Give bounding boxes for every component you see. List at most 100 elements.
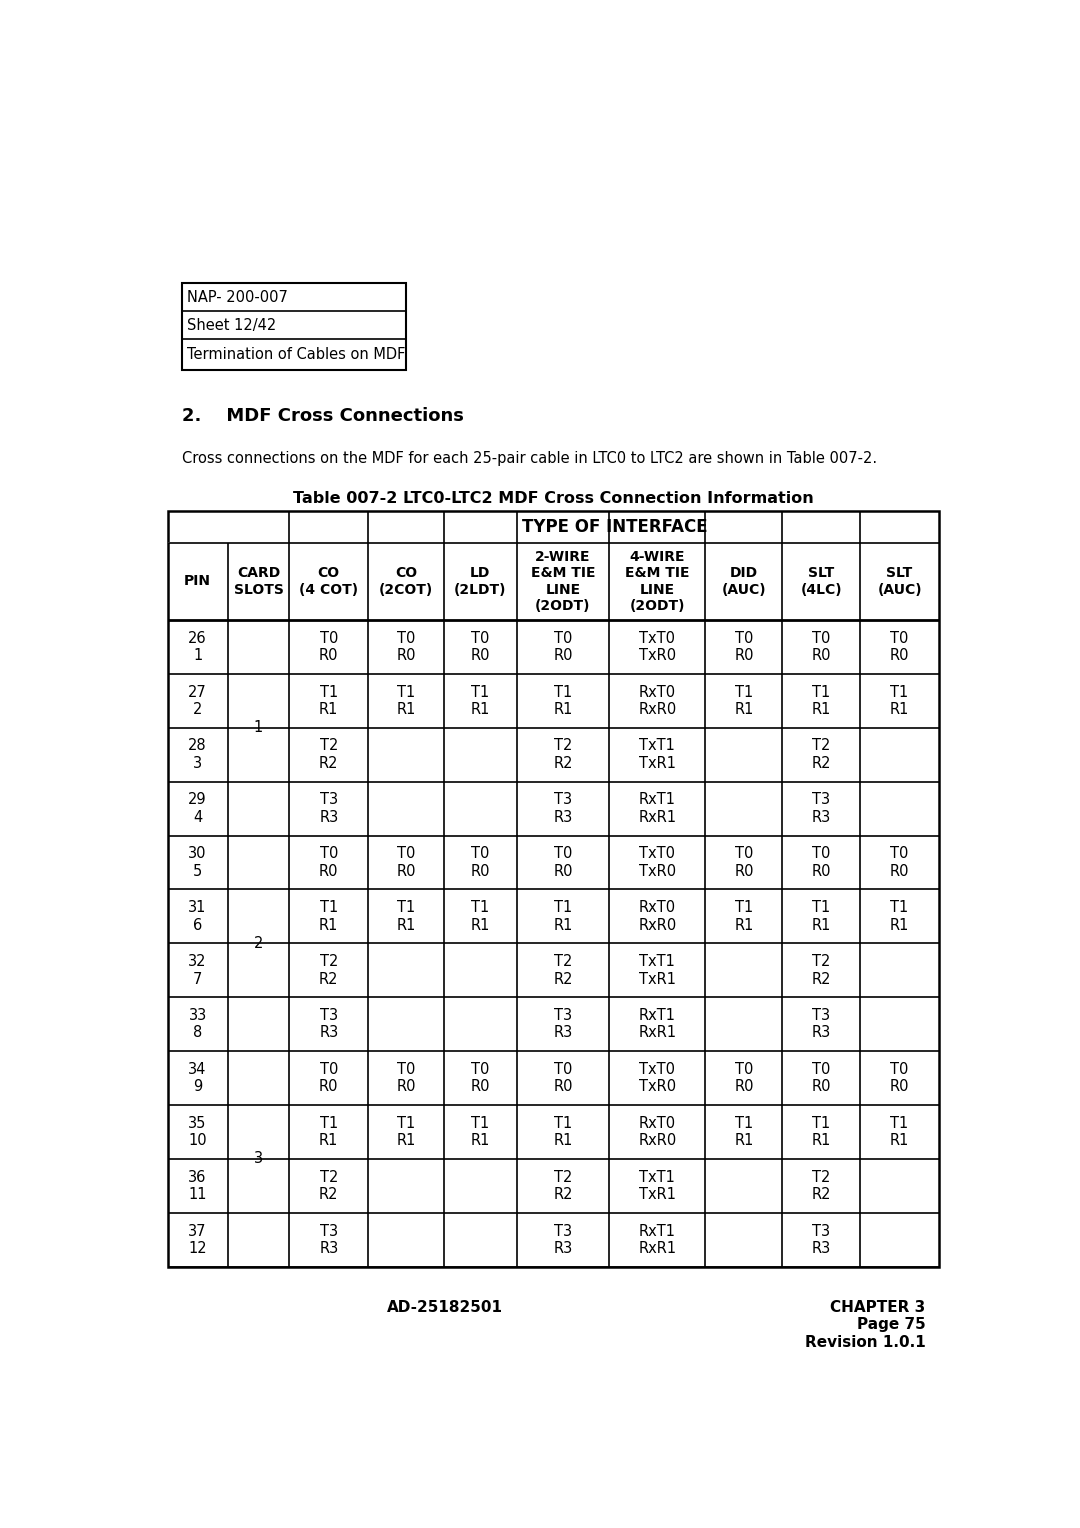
Text: T1
R1: T1 R1 xyxy=(471,1115,490,1148)
Text: T1
R1: T1 R1 xyxy=(890,1115,909,1148)
Text: T0
R0: T0 R0 xyxy=(811,847,831,879)
Text: T2
R2: T2 R2 xyxy=(811,738,831,772)
Text: T2
R2: T2 R2 xyxy=(553,953,572,987)
Text: T1
R1: T1 R1 xyxy=(811,1115,831,1148)
Text: T3
R3: T3 R3 xyxy=(320,1008,338,1041)
Text: T0
R0: T0 R0 xyxy=(553,847,572,879)
Text: T2
R2: T2 R2 xyxy=(319,1170,338,1203)
Text: 3: 3 xyxy=(254,1152,264,1166)
Text: T1
R1: T1 R1 xyxy=(553,1115,572,1148)
Text: T3
R3: T3 R3 xyxy=(553,793,572,825)
Text: T0
R0: T0 R0 xyxy=(811,1062,831,1094)
Text: LD
(2LDT): LD (2LDT) xyxy=(454,567,507,596)
Text: T0
R0: T0 R0 xyxy=(890,1062,909,1094)
Text: 2.    MDF Cross Connections: 2. MDF Cross Connections xyxy=(181,406,463,425)
Text: T0
R0: T0 R0 xyxy=(319,631,338,663)
Text: T1
R1: T1 R1 xyxy=(734,1115,754,1148)
Text: T0
R0: T0 R0 xyxy=(734,1062,754,1094)
Text: 2: 2 xyxy=(254,935,264,950)
Text: T2
R2: T2 R2 xyxy=(319,953,338,987)
Text: 1: 1 xyxy=(254,720,264,735)
Text: CARD
SLOTS: CARD SLOTS xyxy=(233,567,283,596)
Text: T0
R0: T0 R0 xyxy=(553,631,572,663)
Text: T1
R1: T1 R1 xyxy=(396,900,416,932)
Text: CO
(4 COT): CO (4 COT) xyxy=(299,567,359,596)
Text: T1
R1: T1 R1 xyxy=(890,900,909,932)
Text: DID
(AUC): DID (AUC) xyxy=(721,567,766,596)
Text: Cross connections on the MDF for each 25-pair cable in LTC0 to LTC2 are shown in: Cross connections on the MDF for each 25… xyxy=(181,451,877,466)
Text: T1
R1: T1 R1 xyxy=(811,685,831,717)
Bar xyxy=(181,284,406,370)
Text: 33
8: 33 8 xyxy=(188,1008,206,1041)
Text: T1
R1: T1 R1 xyxy=(319,900,338,932)
Text: T3
R3: T3 R3 xyxy=(320,1224,338,1256)
Text: 29
4: 29 4 xyxy=(188,793,207,825)
Text: RxT0
RxR0: RxT0 RxR0 xyxy=(638,1115,676,1148)
Text: T1
R1: T1 R1 xyxy=(811,900,831,932)
Text: TxT1
TxR1: TxT1 TxR1 xyxy=(638,1170,676,1203)
Text: 28
3: 28 3 xyxy=(188,738,207,772)
Text: T1
R1: T1 R1 xyxy=(553,900,572,932)
Text: T0
R0: T0 R0 xyxy=(471,631,490,663)
Text: T2
R2: T2 R2 xyxy=(553,1170,572,1203)
Text: TxT0
TxR0: TxT0 TxR0 xyxy=(638,847,676,879)
Text: TxT1
TxR1: TxT1 TxR1 xyxy=(638,738,676,772)
Text: T1
R1: T1 R1 xyxy=(734,685,754,717)
Text: T0
R0: T0 R0 xyxy=(471,1062,490,1094)
Text: 27
2: 27 2 xyxy=(188,685,207,717)
Text: 26
1: 26 1 xyxy=(188,631,207,663)
Text: T3
R3: T3 R3 xyxy=(553,1224,572,1256)
Text: PIN: PIN xyxy=(184,575,211,588)
Text: RxT1
RxR1: RxT1 RxR1 xyxy=(638,1224,676,1256)
Text: 30
5: 30 5 xyxy=(188,847,206,879)
Text: 2-WIRE
E&M TIE
LINE
(2ODT): 2-WIRE E&M TIE LINE (2ODT) xyxy=(530,550,595,613)
Text: T0
R0: T0 R0 xyxy=(396,631,416,663)
Text: T2
R2: T2 R2 xyxy=(811,953,831,987)
Text: TxT0
TxR0: TxT0 TxR0 xyxy=(638,1062,676,1094)
Text: CO
(2COT): CO (2COT) xyxy=(379,567,433,596)
Text: T0
R0: T0 R0 xyxy=(734,631,754,663)
Text: T2
R2: T2 R2 xyxy=(319,738,338,772)
Text: T3
R3: T3 R3 xyxy=(811,1008,831,1041)
Text: T3
R3: T3 R3 xyxy=(320,793,338,825)
Text: T1
R1: T1 R1 xyxy=(890,685,909,717)
Text: T0
R0: T0 R0 xyxy=(890,631,909,663)
Text: SLT
(AUC): SLT (AUC) xyxy=(877,567,922,596)
Text: RxT0
RxR0: RxT0 RxR0 xyxy=(638,900,676,932)
Text: 34
9: 34 9 xyxy=(188,1062,206,1094)
Text: T0
R0: T0 R0 xyxy=(890,847,909,879)
Text: T1
R1: T1 R1 xyxy=(471,900,490,932)
Text: Sheet 12/42: Sheet 12/42 xyxy=(187,318,276,333)
Text: T1
R1: T1 R1 xyxy=(734,900,754,932)
Text: T1
R1: T1 R1 xyxy=(471,685,490,717)
Text: RxT1
RxR1: RxT1 RxR1 xyxy=(638,793,676,825)
Text: Termination of Cables on MDF: Termination of Cables on MDF xyxy=(187,347,405,362)
Text: T0
R0: T0 R0 xyxy=(319,847,338,879)
Text: 32
7: 32 7 xyxy=(188,953,206,987)
Text: T0
R0: T0 R0 xyxy=(553,1062,572,1094)
Text: T1
R1: T1 R1 xyxy=(319,685,338,717)
Text: T2
R2: T2 R2 xyxy=(553,738,572,772)
Text: TxT1
TxR1: TxT1 TxR1 xyxy=(638,953,676,987)
Text: TxT0
TxR0: TxT0 TxR0 xyxy=(638,631,676,663)
Text: AD-25182501: AD-25182501 xyxy=(387,1300,503,1316)
Text: CHAPTER 3
Page 75
Revision 1.0.1: CHAPTER 3 Page 75 Revision 1.0.1 xyxy=(805,1300,926,1349)
Text: T0
R0: T0 R0 xyxy=(396,847,416,879)
Text: RxT0
RxR0: RxT0 RxR0 xyxy=(638,685,676,717)
Text: T1
R1: T1 R1 xyxy=(553,685,572,717)
Text: TYPE OF INTERFACE: TYPE OF INTERFACE xyxy=(522,518,707,536)
Text: SLT
(4LC): SLT (4LC) xyxy=(800,567,842,596)
Text: NAP- 200-007: NAP- 200-007 xyxy=(187,290,287,304)
Text: T2
R2: T2 R2 xyxy=(811,1170,831,1203)
Text: 31
6: 31 6 xyxy=(188,900,206,932)
Text: T0
R0: T0 R0 xyxy=(734,847,754,879)
Text: T0
R0: T0 R0 xyxy=(319,1062,338,1094)
Bar xyxy=(167,510,940,1267)
Text: RxT1
RxR1: RxT1 RxR1 xyxy=(638,1008,676,1041)
Text: T1
R1: T1 R1 xyxy=(396,1115,416,1148)
Text: Table 007-2 LTC0-LTC2 MDF Cross Connection Information: Table 007-2 LTC0-LTC2 MDF Cross Connecti… xyxy=(293,492,814,506)
Text: 37
12: 37 12 xyxy=(188,1224,207,1256)
Text: T1
R1: T1 R1 xyxy=(319,1115,338,1148)
Text: T1
R1: T1 R1 xyxy=(396,685,416,717)
Text: T3
R3: T3 R3 xyxy=(811,1224,831,1256)
